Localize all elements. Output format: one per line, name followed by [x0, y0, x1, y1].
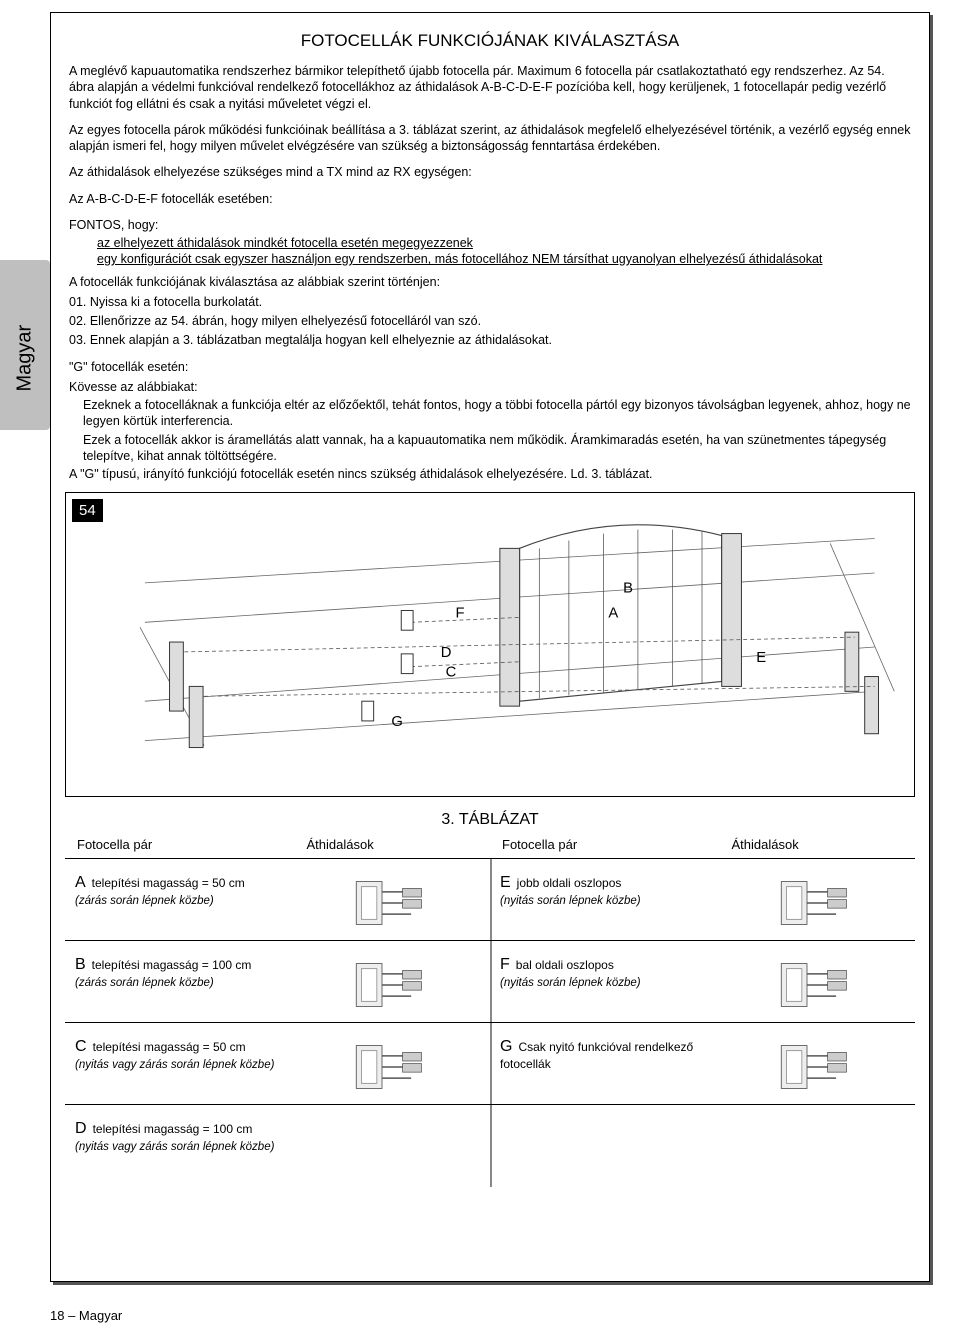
- diagram-label-C: C: [446, 665, 457, 681]
- row-letter: B: [75, 955, 86, 975]
- row-desc: bal oldali oszlopos: [516, 958, 614, 972]
- row-letter: C: [75, 1037, 87, 1057]
- table-divider: [490, 941, 492, 1023]
- table-divider: [490, 859, 492, 941]
- diagram-label-F: F: [455, 606, 464, 622]
- table-cell-jumper: [295, 1105, 491, 1187]
- jumper-icon: [774, 1037, 864, 1097]
- table-cell-desc: Dtelepítési magasság = 100 cm (nyitás vag…: [65, 1105, 295, 1187]
- table-row: Ctelepítési magasság = 50 cm (nyitás vagy…: [65, 1023, 915, 1105]
- step: 02. Ellenőrizze az 54. ábrán, hogy milye…: [69, 313, 911, 329]
- table-cell-desc: Fbal oldali oszlopos (nyitás során lépnek…: [490, 941, 720, 1023]
- row-desc: telepítési magasság = 100 cm: [92, 958, 252, 972]
- row-letter: F: [500, 955, 510, 975]
- jumper-icon: [349, 873, 439, 933]
- paragraph: Az áthidalások elhelyezése szükséges min…: [69, 164, 911, 180]
- page-footer: 18 – Magyar: [50, 1308, 122, 1323]
- paragraph: Kövesse az alábbiakat:: [69, 379, 911, 395]
- row-letter: G: [500, 1037, 512, 1057]
- table-row: Btelepítési magasság = 100 cm (zárás sorá…: [65, 941, 915, 1023]
- paragraph: A fotocellák funkciójának kiválasztása a…: [69, 274, 911, 290]
- diagram-label-D: D: [441, 645, 452, 661]
- diagram-label-B: B: [623, 581, 633, 597]
- table-header: Fotocella pár: [490, 837, 720, 852]
- underlined-note: egy konfigurációt csak egyszer használjo…: [69, 251, 911, 267]
- row-desc: telepítési magasság = 50 cm: [92, 876, 245, 890]
- figure-54: 54: [65, 492, 915, 797]
- table-cell-jumper: [295, 1023, 491, 1105]
- step: 01. Nyissa ki a fotocella burkolatát.: [69, 294, 911, 310]
- row-letter: D: [75, 1119, 87, 1139]
- row-sub: (zárás során lépnek közbe): [75, 895, 214, 907]
- jumper-icon: [774, 873, 864, 933]
- row-sub: (nyitás során lépnek közbe): [500, 977, 641, 989]
- table-cell-desc: Ctelepítési magasság = 50 cm (nyitás vagy…: [65, 1023, 295, 1105]
- table-header: Áthidalások: [295, 837, 491, 852]
- table-header-row: Fotocella pár Áthidalások Fotocella pár …: [65, 835, 915, 858]
- paragraph: "G" fotocellák esetén:: [69, 359, 911, 375]
- row-sub: (nyitás során lépnek közbe): [500, 895, 641, 907]
- paragraph: Az A-B-C-D-E-F fotocellák esetében:: [69, 191, 911, 207]
- table-row: Dtelepítési magasság = 100 cm (nyitás vag…: [65, 1105, 915, 1187]
- table-cell-desc: GCsak nyitó funkcióval rendelkező fotoce…: [490, 1023, 720, 1105]
- paragraph: Ezek a fotocellák akkor is áramellátás a…: [69, 432, 911, 465]
- row-desc: telepítési magasság = 50 cm: [93, 1040, 246, 1054]
- table-3: Fotocella pár Áthidalások Fotocella pár …: [65, 835, 915, 1187]
- table-cell-jumper: [295, 859, 491, 941]
- row-letter: E: [500, 873, 511, 893]
- table-header: Áthidalások: [720, 837, 916, 852]
- table-row: Atelepítési magasság = 50 cm (zárás során…: [65, 859, 915, 941]
- row-sub: (zárás során lépnek közbe): [75, 977, 214, 989]
- paragraph: Az egyes fotocella párok működési funkci…: [69, 122, 911, 155]
- row-desc: telepítési magasság = 100 cm: [93, 1122, 253, 1136]
- step: 03. Ennek alapján a 3. táblázatban megta…: [69, 332, 911, 348]
- table-cell-jumper: [720, 941, 916, 1023]
- body-text: A meglévő kapuautomatika rendszerhez bár…: [61, 63, 919, 482]
- diagram-label-A: A: [608, 606, 618, 622]
- table-cell-desc: Atelepítési magasság = 50 cm (zárás során…: [65, 859, 295, 941]
- row-sub: (nyitás vagy zárás során lépnek közbe): [75, 1059, 274, 1071]
- table-cell-desc: Btelepítési magasság = 100 cm (zárás sorá…: [65, 941, 295, 1023]
- diagram-label-G: G: [391, 714, 403, 730]
- table-divider: [490, 1105, 492, 1187]
- jumper-icon: [774, 955, 864, 1015]
- table-cell-desc: [490, 1105, 720, 1187]
- paragraph: A meglévő kapuautomatika rendszerhez bár…: [69, 63, 911, 112]
- gate-diagram: B A F D C E G: [66, 493, 914, 796]
- row-sub: (nyitás vagy zárás során lépnek közbe): [75, 1141, 274, 1153]
- jumper-icon: [349, 955, 439, 1015]
- paragraph: Ezeknek a fotocelláknak a funkciója elté…: [69, 397, 911, 430]
- row-desc: jobb oldali oszlopos: [517, 876, 622, 890]
- row-letter: A: [75, 873, 86, 893]
- table-divider: [490, 1023, 492, 1105]
- table-cell-jumper: [295, 941, 491, 1023]
- paragraph: A "G" típusú, irányító funkciójú fotocel…: [69, 466, 911, 482]
- table-cell-jumper: [720, 859, 916, 941]
- language-tab-label: Magyar: [14, 302, 37, 392]
- paragraph: FONTOS, hogy:: [69, 217, 911, 233]
- jumper-icon: [349, 1037, 439, 1097]
- language-tab: Magyar: [0, 260, 50, 430]
- document-frame: FOTOCELLÁK FUNKCIÓJÁNAK KIVÁLASZTÁSA A m…: [50, 12, 930, 1282]
- row-desc: Csak nyitó funkcióval rendelkező fotocel…: [500, 1040, 693, 1071]
- table-cell-jumper: [720, 1023, 916, 1105]
- diagram-label-E: E: [756, 650, 766, 666]
- table-header: Fotocella pár: [65, 837, 295, 852]
- table-title: 3. TÁBLÁZAT: [61, 811, 919, 829]
- underlined-note: az elhelyezett áthidalások mindkét fotoc…: [69, 235, 911, 251]
- page-title: FOTOCELLÁK FUNKCIÓJÁNAK KIVÁLASZTÁSA: [61, 31, 919, 51]
- table-cell-desc: Ejobb oldali oszlopos (nyitás során lépne…: [490, 859, 720, 941]
- table-cell-jumper: [720, 1105, 916, 1187]
